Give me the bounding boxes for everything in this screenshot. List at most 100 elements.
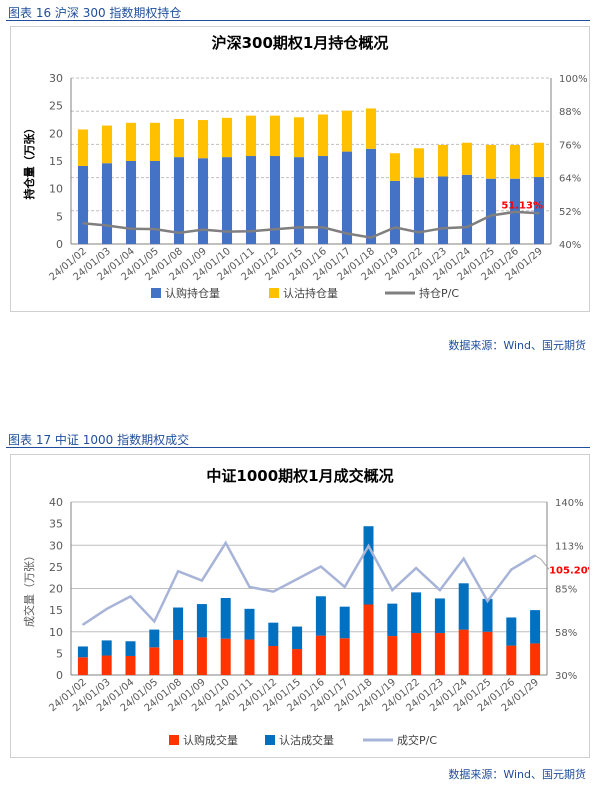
y-tick-label: 10	[49, 183, 63, 196]
y-axis-label: 成交量（万张）	[22, 550, 36, 627]
pc-ratio-point	[298, 226, 300, 229]
pc-ratio-point	[462, 557, 465, 560]
pc-ratio-point	[154, 228, 156, 230]
bar-put	[363, 526, 374, 605]
pc-ratio-line	[82, 540, 536, 626]
bar-call	[268, 646, 279, 675]
bar-call	[196, 637, 207, 675]
bar-call	[315, 635, 326, 675]
pc-ratio-point	[129, 595, 132, 598]
bar-call	[125, 161, 137, 244]
y-tick-label: 30	[49, 72, 63, 85]
bar-call	[437, 176, 449, 244]
bar-put	[173, 118, 185, 158]
bar-call	[533, 177, 545, 244]
y-tick-label: 30	[49, 539, 63, 552]
bar-put	[244, 608, 255, 640]
pc-ratio-point	[272, 590, 275, 593]
bar-call	[77, 165, 89, 244]
bar-put	[125, 122, 137, 161]
bar-put	[220, 598, 231, 639]
legend-label: 认购持仓量	[165, 286, 220, 300]
bar-call	[293, 157, 305, 244]
bar-put	[292, 626, 303, 650]
bar-put	[77, 646, 88, 658]
y-tick-label: 5	[56, 210, 63, 223]
bar-call	[482, 631, 493, 675]
bar-call	[389, 180, 401, 244]
bar-call	[149, 161, 161, 244]
bar-put	[434, 598, 445, 634]
pc-ratio-point	[394, 226, 396, 229]
bar-put	[268, 622, 279, 647]
bar-call	[101, 163, 113, 244]
pc-ratio-point	[343, 586, 346, 588]
bar-call	[173, 639, 184, 675]
bar-call	[363, 604, 374, 675]
legend-label: 认沽成交量	[279, 733, 334, 747]
bar-put	[293, 117, 305, 158]
pc-ratio-point	[106, 224, 108, 227]
legend-swatch	[169, 735, 179, 745]
y-tick-label: 20	[49, 127, 63, 140]
bar-call	[485, 178, 497, 244]
bar-put	[196, 604, 207, 638]
bar-put	[221, 117, 233, 158]
pc-ratio-point	[346, 232, 348, 235]
pc-ratio-point	[418, 231, 420, 234]
pc-ratio-point	[202, 228, 204, 231]
bar-put	[101, 125, 113, 164]
pc-ratio-point	[224, 542, 227, 544]
legend-swatch	[265, 735, 275, 745]
bar-call	[173, 157, 185, 244]
bar-call	[317, 156, 329, 244]
pc-ratio-point	[514, 211, 516, 213]
pc-ratio-point	[296, 578, 298, 580]
bar-call	[221, 157, 233, 244]
bar-call	[149, 647, 160, 675]
y2-tick-label: 88%	[559, 107, 581, 118]
bar-call	[220, 638, 231, 675]
chart-title: 沪深300期权1月持仓概况	[212, 34, 389, 52]
bar-put	[458, 583, 469, 630]
bar-call	[458, 629, 469, 675]
chart-2-panel: 中证1000期权1月成交概况 30% 58% 85% 113% 140% 0 5 10 15 20 2…	[10, 454, 598, 758]
y-tick-label: 0	[56, 669, 63, 682]
pc-ratio-point	[367, 545, 370, 547]
legend-label: 持仓P/C	[419, 286, 459, 300]
bar-call	[506, 645, 517, 675]
bar-put	[269, 115, 281, 157]
pc-ratio-point	[250, 230, 252, 233]
bar-put	[387, 603, 398, 637]
pc-ratio-point	[177, 570, 179, 572]
legend-swatch	[269, 288, 279, 298]
bar-put	[77, 129, 89, 166]
bar-put	[461, 142, 473, 175]
legend-label: 认购成交量	[183, 733, 238, 747]
bar-call	[434, 633, 445, 675]
bar-call	[269, 156, 281, 244]
bar-call	[244, 639, 255, 675]
chart-1: 沪深300期权1月持仓概况 40% 52% 64% 76% 88% 100% 0 5 10 15 20…	[22, 34, 588, 300]
bar-put	[315, 596, 326, 636]
pc-ratio-point	[82, 623, 84, 626]
bar-call	[101, 655, 112, 675]
figure-1-rule	[6, 20, 590, 21]
bar-put	[149, 629, 160, 648]
bar-put	[530, 610, 541, 644]
pc-ratio-point	[248, 586, 251, 588]
y-tick-label: 0	[56, 238, 63, 251]
y-tick-label: 25	[49, 561, 63, 574]
pc-ratio-point	[322, 226, 324, 229]
y2-tick-label: 30%	[555, 671, 577, 682]
bar-put	[389, 153, 401, 181]
y2-tick-label: 113%	[555, 541, 584, 552]
pc-ratio-point	[153, 620, 156, 623]
pc-ratio-point	[370, 236, 372, 239]
bar-put	[509, 144, 521, 179]
bar-put	[506, 617, 517, 646]
bar-call	[125, 655, 136, 675]
y2-tick-label: 58%	[555, 628, 577, 639]
bar-call	[387, 636, 398, 675]
y-tick-label: 40	[49, 496, 63, 509]
